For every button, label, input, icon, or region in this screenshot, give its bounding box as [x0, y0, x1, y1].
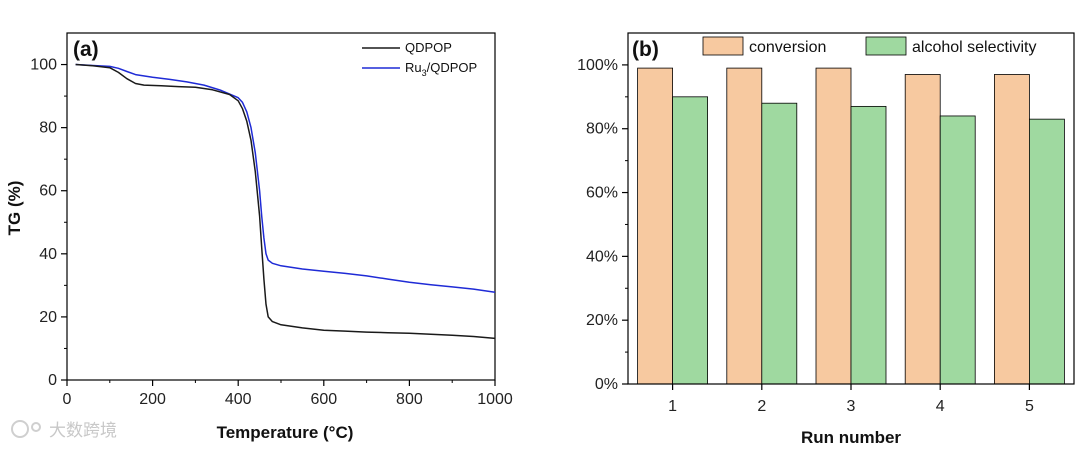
tg-x-tick-label: 800	[396, 391, 423, 408]
recycle-x-tick-label: 3	[847, 398, 856, 415]
tg-y-tick-label: 60	[39, 183, 57, 200]
tg-x-axis-label: Temperature (°C)	[217, 423, 354, 442]
bar-alcohol-selectivity-run-3	[850, 105, 887, 385]
recycle-x-axis: 1 2 3 4 5	[668, 384, 1034, 415]
tg-legend-ru-rest: /QDPOP	[427, 60, 478, 75]
tg-y-tick-label: 80	[39, 120, 57, 137]
tg-legend-label-ru3: Ru3/QDPOP	[405, 60, 477, 78]
recycle-y-tick-label: 60%	[586, 185, 618, 202]
watermark-text: 大数跨境	[49, 421, 117, 441]
watermark-logo-dot-icon	[31, 422, 41, 432]
tg-legend-ru-sub: 3	[422, 68, 427, 78]
tg-legend-label-qdpop: QDPOP	[405, 40, 452, 55]
recycle-x-tick-label: 4	[936, 398, 945, 415]
bar-alcohol-selectivity-run-2	[761, 102, 798, 385]
bar-conversion-run-5	[994, 74, 1030, 385]
tg-y-tick-label: 0	[48, 372, 57, 389]
recycle-y-tick-label: 80%	[586, 121, 618, 138]
tg-legend: QDPOP Ru3/QDPOP	[362, 40, 477, 78]
tg-line-qdpop	[75, 63, 496, 340]
legend-swatch-alcohol-selectivity	[865, 36, 907, 56]
legend-label-conversion: conversion	[749, 39, 826, 56]
watermark-logo-icon	[11, 420, 29, 438]
tg-y-axis: 0 20 40 60 80 100	[30, 57, 67, 389]
legend-swatch-conversion	[702, 36, 744, 56]
tg-plot-frame	[66, 32, 496, 381]
bar-conversion-run-3	[815, 67, 852, 385]
tg-legend-ru: Ru	[405, 60, 422, 75]
recycle-bars	[637, 67, 1065, 385]
bar-alcohol-selectivity-run-4	[939, 115, 976, 385]
recycle-x-tick-label: 1	[668, 398, 677, 415]
tg-x-tick-label: 0	[63, 391, 72, 408]
tg-series	[75, 63, 496, 340]
tg-y-tick-label: 100	[30, 57, 57, 74]
tg-x-tick-label: 1000	[477, 391, 513, 408]
tg-chart: 0 200 400 600 800 1000 0 20 40 60 80 100 (a) Tempe…	[5, 32, 513, 442]
tg-x-tick-label: 600	[310, 391, 337, 408]
recycle-x-tick-label: 2	[757, 398, 766, 415]
tg-y-axis-label: TG (%)	[5, 181, 24, 236]
bar-conversion-run-4	[904, 74, 941, 385]
tg-x-axis: 0 200 400 600 800 1000	[63, 380, 513, 408]
tg-line-ru3-qdpop	[75, 63, 496, 294]
tg-panel-label: (a)	[73, 38, 99, 61]
tg-y-tick-label: 40	[39, 246, 57, 263]
recycle-panel-label: (b)	[632, 38, 659, 61]
tg-x-tick-label: 200	[139, 391, 166, 408]
recycle-y-tick-label: 40%	[586, 248, 618, 265]
recycle-legend: conversion alcohol selectivity	[702, 36, 1037, 56]
bar-alcohol-selectivity-run-5	[1029, 118, 1065, 385]
recycle-x-tick-label: 5	[1025, 398, 1034, 415]
recycle-y-axis: 0% 20% 40% 60% 80% 100%	[577, 57, 628, 393]
recycle-y-tick-label: 0%	[595, 376, 618, 393]
tg-y-tick-label: 20	[39, 309, 57, 326]
bar-conversion-run-2	[726, 67, 763, 385]
tg-x-tick-label: 400	[225, 391, 252, 408]
watermark: 大数跨境	[11, 420, 117, 441]
bar-conversion-run-1	[637, 67, 673, 385]
recycle-x-axis-label: Run number	[801, 428, 901, 447]
legend-label-alcohol-selectivity: alcohol selectivity	[912, 39, 1037, 56]
recycle-y-tick-label: 100%	[577, 57, 618, 74]
bar-alcohol-selectivity-run-1	[672, 96, 708, 385]
recycle-y-tick-label: 20%	[586, 312, 618, 329]
